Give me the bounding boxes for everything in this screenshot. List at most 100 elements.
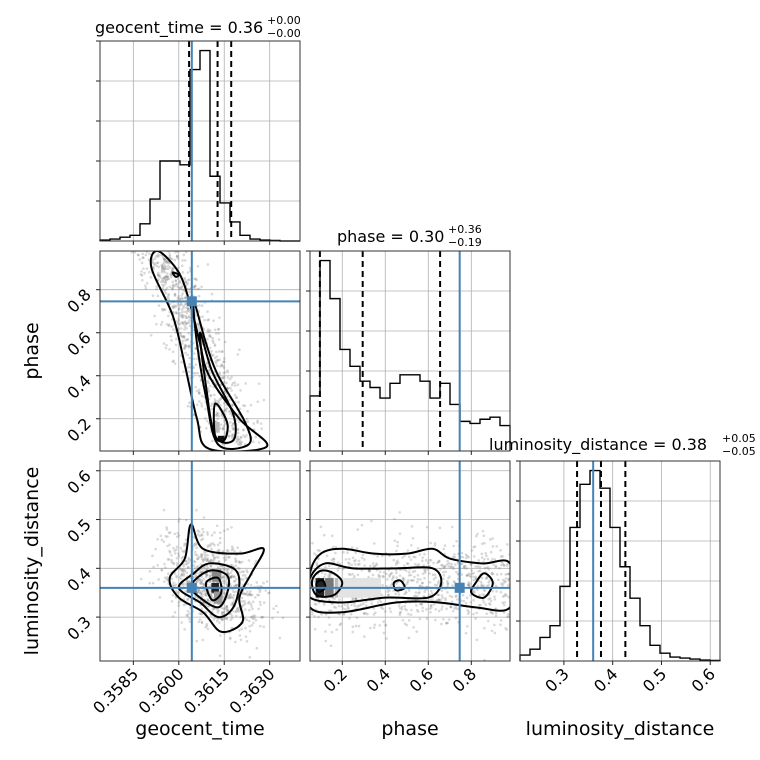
sample-point xyxy=(195,403,199,407)
sample-point xyxy=(203,588,206,591)
sample-point xyxy=(215,524,219,528)
sample-point xyxy=(216,611,219,614)
sample-point xyxy=(339,622,343,626)
sample-point xyxy=(175,556,179,560)
sample-point xyxy=(230,548,234,552)
sample-point xyxy=(235,577,238,581)
sample-point xyxy=(185,316,188,320)
sample-point xyxy=(162,261,166,264)
sample-point xyxy=(503,580,506,583)
sample-point xyxy=(221,611,224,614)
sample-point xyxy=(200,557,204,561)
sample-point xyxy=(406,549,410,552)
sample-point xyxy=(482,593,486,597)
sample-point xyxy=(144,284,147,288)
sample-point xyxy=(466,583,470,587)
sample-point xyxy=(206,557,210,561)
sample-point xyxy=(160,268,164,272)
sample-point xyxy=(248,629,252,633)
sample-point xyxy=(379,600,383,604)
sample-point xyxy=(370,519,373,523)
sample-point xyxy=(164,274,168,278)
sample-point xyxy=(465,574,469,577)
sample-point xyxy=(232,590,236,594)
sample-point xyxy=(213,344,217,348)
sample-point xyxy=(226,387,230,390)
sample-point xyxy=(206,566,209,569)
sample-point xyxy=(167,277,171,280)
sample-point xyxy=(440,622,443,626)
sample-point xyxy=(182,334,185,338)
sample-point xyxy=(244,626,247,630)
sample-point xyxy=(219,365,222,368)
sample-point xyxy=(414,594,417,598)
sample-point xyxy=(461,593,465,597)
sample-point xyxy=(278,636,282,640)
sample-point xyxy=(217,327,221,331)
sample-point xyxy=(238,420,241,424)
sample-point xyxy=(218,536,222,540)
sample-point xyxy=(470,568,474,572)
sample-point xyxy=(192,564,196,568)
sample-point xyxy=(165,272,169,275)
sample-point xyxy=(482,588,486,592)
sample-point xyxy=(168,543,171,547)
sample-point xyxy=(230,389,233,392)
sample-point xyxy=(206,598,209,601)
sample-point xyxy=(130,251,134,254)
sample-point xyxy=(196,580,199,584)
sample-point xyxy=(199,563,203,566)
sample-point xyxy=(446,591,449,594)
sample-point xyxy=(187,307,190,310)
yticklabel-luminosity_distance: 0.4 xyxy=(63,564,94,595)
sample-point xyxy=(200,579,203,582)
sample-point xyxy=(206,531,209,534)
sample-point xyxy=(177,591,180,594)
sample-point xyxy=(198,303,201,307)
sample-point xyxy=(195,546,198,550)
sample-point xyxy=(172,286,175,289)
sample-point xyxy=(218,621,221,624)
sample-point xyxy=(162,255,165,259)
sample-point xyxy=(494,565,498,569)
sample-point xyxy=(483,558,486,561)
sample-point xyxy=(244,592,247,596)
sample-point xyxy=(417,563,421,566)
sample-point xyxy=(192,544,196,548)
sample-point xyxy=(444,565,447,568)
sample-point xyxy=(382,631,386,635)
sample-point xyxy=(483,541,486,545)
sample-point xyxy=(172,546,175,550)
sample-point xyxy=(166,264,170,268)
sample-point xyxy=(158,595,162,599)
sample-point xyxy=(346,606,350,609)
sample-point xyxy=(412,626,415,629)
sample-point xyxy=(253,614,257,618)
xticklabel-geocent_time: 0.3615 xyxy=(180,664,233,717)
sample-point xyxy=(233,393,237,397)
sample-point xyxy=(231,433,234,436)
sample-point xyxy=(249,590,252,593)
sample-point xyxy=(207,544,210,547)
title-phase: phase = 0.30 xyxy=(337,227,444,246)
sample-point xyxy=(378,624,382,627)
sample-point xyxy=(315,602,318,606)
sample-point xyxy=(437,559,441,563)
sample-point xyxy=(170,286,174,290)
sample-point xyxy=(389,584,392,587)
sample-point xyxy=(334,545,338,549)
sample-point xyxy=(136,253,140,257)
sample-point xyxy=(192,559,196,563)
sample-point xyxy=(373,564,377,568)
sample-point xyxy=(178,322,182,326)
sample-point xyxy=(354,551,358,555)
sample-point xyxy=(161,266,164,269)
sample-point xyxy=(353,575,356,578)
sample-point xyxy=(446,621,449,625)
sample-point xyxy=(200,553,203,556)
sample-point xyxy=(454,595,458,598)
sample-point xyxy=(354,563,357,566)
sample-point xyxy=(327,599,331,602)
sample-point xyxy=(451,584,454,587)
sample-point xyxy=(208,574,212,577)
